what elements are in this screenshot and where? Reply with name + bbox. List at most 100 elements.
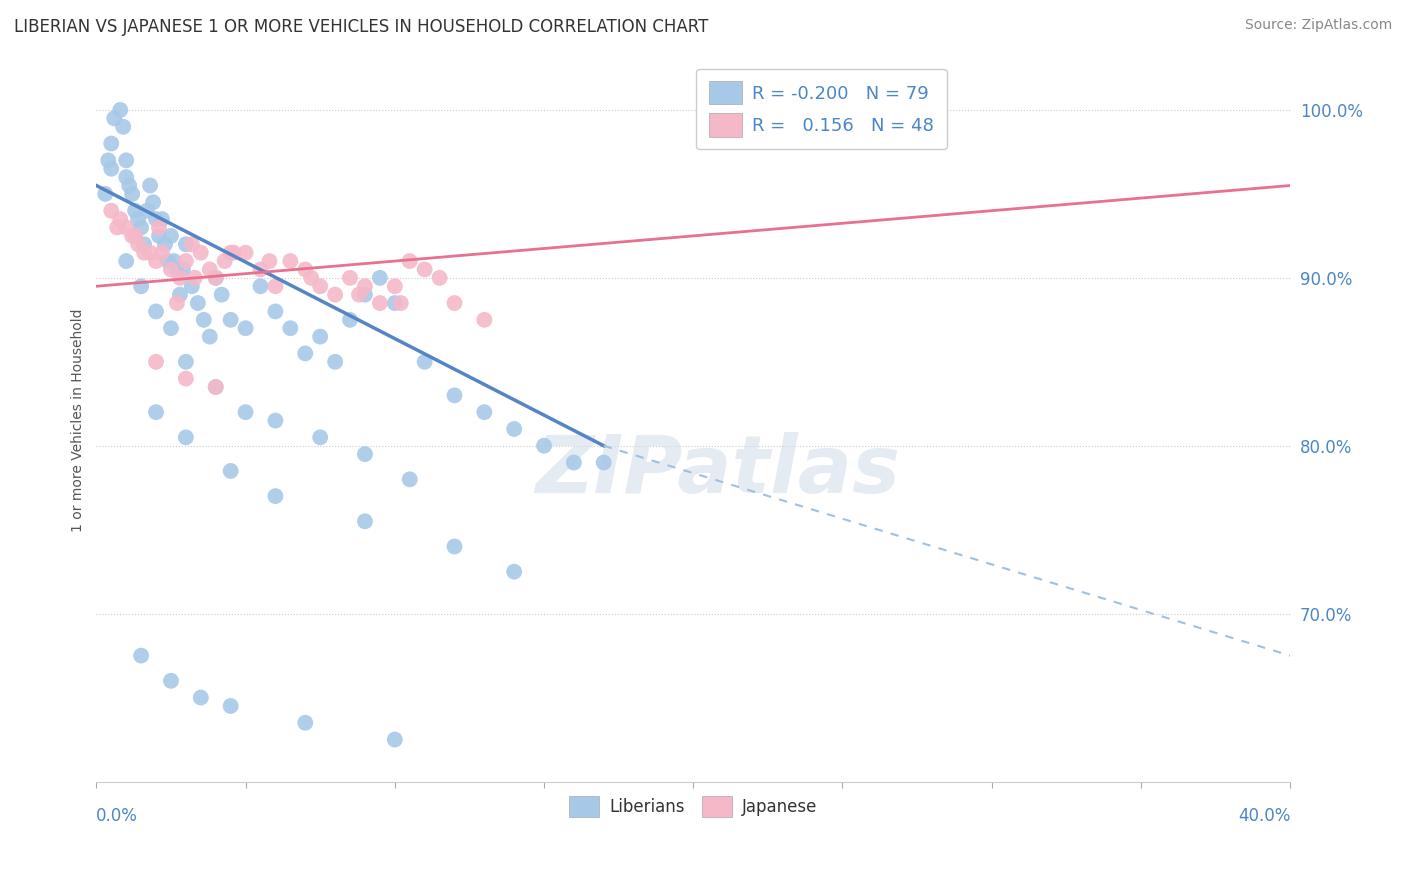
Point xyxy=(211,287,233,301)
Point xyxy=(190,245,212,260)
Point xyxy=(184,270,207,285)
Point xyxy=(115,220,138,235)
Point xyxy=(429,270,451,285)
Point xyxy=(533,439,555,453)
Point xyxy=(121,228,143,243)
Point xyxy=(160,321,183,335)
Point xyxy=(132,237,155,252)
Point xyxy=(145,355,167,369)
Point xyxy=(235,321,257,335)
Point xyxy=(323,287,346,301)
Point xyxy=(129,648,152,663)
Point xyxy=(169,287,191,301)
Legend: Liberians, Japanese: Liberians, Japanese xyxy=(562,789,824,823)
Point xyxy=(384,296,406,310)
Point xyxy=(384,279,406,293)
Point xyxy=(219,464,242,478)
Point xyxy=(354,287,377,301)
Point xyxy=(413,262,436,277)
Point xyxy=(413,355,436,369)
Point xyxy=(204,270,226,285)
Point xyxy=(103,112,125,126)
Point xyxy=(503,565,526,579)
Point xyxy=(562,456,585,470)
Point xyxy=(190,690,212,705)
Point xyxy=(204,380,226,394)
Point xyxy=(472,405,495,419)
Point xyxy=(160,228,183,243)
Point xyxy=(309,430,332,444)
Point xyxy=(174,254,197,268)
Point xyxy=(219,313,242,327)
Point xyxy=(204,270,226,285)
Point xyxy=(172,262,194,277)
Point xyxy=(166,296,188,310)
Point xyxy=(398,254,420,268)
Point xyxy=(100,161,122,176)
Point xyxy=(174,355,197,369)
Point xyxy=(294,715,316,730)
Point xyxy=(153,237,176,252)
Point xyxy=(219,245,242,260)
Point xyxy=(180,237,202,252)
Point xyxy=(105,220,128,235)
Point xyxy=(148,220,170,235)
Point xyxy=(150,245,173,260)
Point xyxy=(264,279,287,293)
Point xyxy=(115,153,138,168)
Point xyxy=(145,212,167,227)
Point xyxy=(389,296,412,310)
Point xyxy=(339,270,361,285)
Point xyxy=(180,279,202,293)
Point xyxy=(503,422,526,436)
Point xyxy=(264,489,287,503)
Point xyxy=(222,245,245,260)
Point xyxy=(166,262,188,277)
Point xyxy=(160,673,183,688)
Text: 0.0%: 0.0% xyxy=(97,806,138,825)
Point xyxy=(204,380,226,394)
Point xyxy=(354,447,377,461)
Point xyxy=(100,136,122,151)
Point xyxy=(198,262,221,277)
Y-axis label: 1 or more Vehicles in Household: 1 or more Vehicles in Household xyxy=(72,309,86,533)
Point xyxy=(443,296,465,310)
Point xyxy=(354,279,377,293)
Point xyxy=(110,212,132,227)
Point xyxy=(174,430,197,444)
Point xyxy=(187,296,209,310)
Text: LIBERIAN VS JAPANESE 1 OR MORE VEHICLES IN HOUSEHOLD CORRELATION CHART: LIBERIAN VS JAPANESE 1 OR MORE VEHICLES … xyxy=(14,18,709,36)
Point xyxy=(121,186,143,201)
Point xyxy=(115,170,138,185)
Point xyxy=(294,346,316,360)
Point xyxy=(443,388,465,402)
Point xyxy=(118,178,141,193)
Point xyxy=(174,371,197,385)
Point xyxy=(169,270,191,285)
Point xyxy=(97,153,120,168)
Point xyxy=(309,279,332,293)
Text: ZIPatlas: ZIPatlas xyxy=(534,432,900,510)
Point xyxy=(139,178,162,193)
Point xyxy=(592,456,614,470)
Point xyxy=(136,203,159,218)
Point xyxy=(124,228,146,243)
Point xyxy=(472,313,495,327)
Point xyxy=(100,203,122,218)
Point xyxy=(193,313,215,327)
Point xyxy=(145,405,167,419)
Point xyxy=(280,254,302,268)
Point xyxy=(235,405,257,419)
Point xyxy=(443,540,465,554)
Point xyxy=(368,270,391,285)
Point xyxy=(264,413,287,427)
Point xyxy=(124,203,146,218)
Point xyxy=(347,287,370,301)
Text: Source: ZipAtlas.com: Source: ZipAtlas.com xyxy=(1244,18,1392,32)
Point xyxy=(235,245,257,260)
Point xyxy=(129,279,152,293)
Point xyxy=(294,262,316,277)
Point xyxy=(145,254,167,268)
Point xyxy=(142,195,165,210)
Point xyxy=(145,304,167,318)
